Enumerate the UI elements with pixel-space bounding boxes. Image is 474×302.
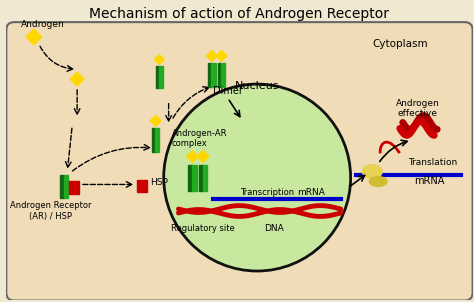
Polygon shape (216, 50, 227, 61)
Bar (69, 182, 79, 194)
Bar (60, 175, 64, 198)
FancyBboxPatch shape (6, 22, 473, 300)
Text: Transcription: Transcription (240, 188, 294, 197)
Polygon shape (197, 151, 209, 162)
Polygon shape (150, 115, 161, 126)
Bar (159, 66, 163, 88)
Text: DNA: DNA (264, 224, 284, 233)
Text: Regulatory site: Regulatory site (171, 224, 235, 233)
Text: Mechanism of action of Androgen Receptor: Mechanism of action of Androgen Receptor (90, 7, 390, 21)
Bar (156, 66, 159, 88)
Bar (221, 63, 225, 87)
Text: Androgen Receptor
(AR) / HSP: Androgen Receptor (AR) / HSP (10, 201, 91, 220)
Text: Translation: Translation (408, 158, 457, 167)
Ellipse shape (369, 177, 387, 186)
Bar (64, 175, 68, 198)
Bar (155, 128, 159, 152)
Text: Androgen: Androgen (21, 20, 65, 29)
Bar (188, 165, 192, 191)
Text: HSP: HSP (150, 178, 168, 187)
Circle shape (164, 84, 351, 271)
Polygon shape (155, 55, 164, 64)
Bar (211, 63, 216, 87)
Text: Androgen-AR
complex: Androgen-AR complex (172, 129, 227, 148)
Text: Androgen
effective: Androgen effective (396, 99, 439, 118)
Bar (199, 165, 203, 191)
Polygon shape (187, 151, 198, 162)
Bar (137, 179, 147, 192)
Bar (152, 128, 155, 152)
Text: mRNA: mRNA (414, 176, 445, 187)
Bar (203, 165, 207, 191)
Text: Nucleus: Nucleus (235, 81, 279, 91)
Bar (218, 63, 221, 87)
Bar (208, 63, 211, 87)
Text: mRNA: mRNA (297, 188, 325, 197)
Polygon shape (206, 50, 217, 61)
Polygon shape (26, 29, 42, 45)
Text: Cytoplasm: Cytoplasm (372, 39, 428, 49)
Ellipse shape (363, 165, 382, 178)
Bar (192, 165, 197, 191)
Polygon shape (70, 72, 84, 86)
Text: Dimer: Dimer (213, 86, 243, 96)
